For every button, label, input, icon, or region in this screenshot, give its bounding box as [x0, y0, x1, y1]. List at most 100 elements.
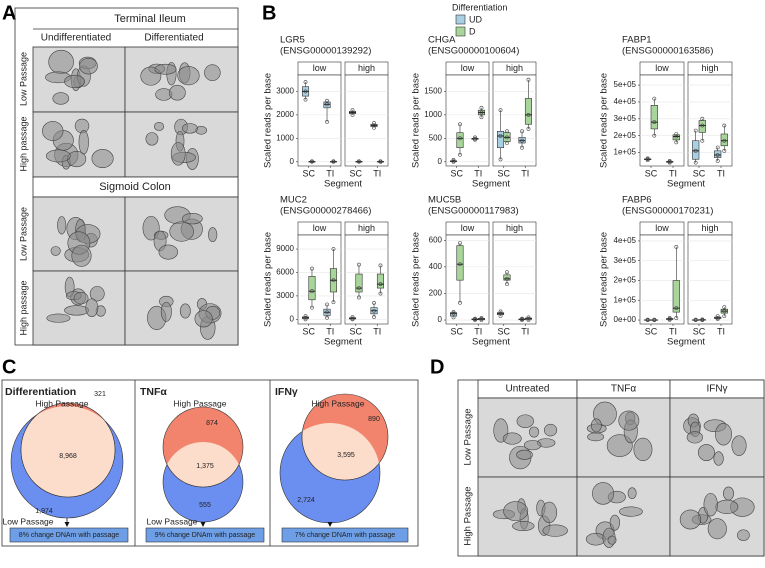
y-tick-label: 600 — [429, 235, 443, 244]
x-axis-label: Segment — [472, 179, 510, 190]
section-title: Terminal Ileum — [114, 13, 186, 25]
y-tick-label: 5e+05 — [614, 80, 637, 89]
point — [350, 316, 355, 321]
point — [715, 145, 720, 150]
point — [350, 315, 355, 319]
box — [376, 273, 384, 289]
panel-frame — [1, 379, 419, 547]
y-tick-label: 2e+05 — [614, 276, 637, 285]
box — [524, 98, 532, 125]
organoid — [154, 63, 177, 75]
organoid — [42, 121, 64, 141]
chart-subtitle: (ENSG00000100604) — [428, 46, 519, 57]
point — [652, 120, 657, 125]
count: 1,375 — [196, 463, 214, 470]
x-tick-label: TI — [474, 326, 482, 336]
chart-title: MUC2 — [280, 195, 307, 206]
chart-title: MUC5B — [428, 195, 461, 206]
point — [505, 276, 509, 281]
row-label: Low Passage — [18, 52, 28, 106]
venn-overlap — [20, 406, 116, 498]
box — [720, 133, 728, 147]
point — [722, 123, 727, 128]
point — [310, 305, 314, 310]
chart-subtitle: (ENSG00000139292) — [280, 46, 371, 57]
x-tick-label: TI — [474, 168, 482, 178]
point — [693, 317, 698, 322]
facet-label: high — [506, 223, 523, 233]
point — [372, 308, 376, 313]
panel-letter: D — [430, 356, 444, 378]
count: 1,974 — [35, 508, 53, 515]
x-tick-label: SC — [497, 168, 510, 178]
plot-panel — [445, 74, 490, 167]
set-label: Low Passage — [2, 516, 53, 526]
point — [674, 316, 679, 320]
point — [498, 108, 503, 113]
y-tick-label: 400 — [429, 262, 443, 271]
legend-label: UD — [469, 14, 482, 24]
panel-letter: B — [262, 2, 276, 24]
organoid — [587, 432, 605, 442]
box — [323, 101, 331, 109]
y-axis-label: Scaled reads per base — [411, 73, 422, 168]
x-tick-label: TI — [326, 168, 334, 178]
facet-label: high — [506, 63, 523, 73]
organoid — [177, 66, 200, 86]
point — [505, 129, 509, 134]
legend-swatch — [455, 14, 466, 25]
box — [308, 276, 316, 301]
point — [667, 316, 672, 320]
note: 9% change DNAm with passage — [155, 532, 255, 539]
point — [310, 266, 314, 271]
point — [378, 282, 383, 287]
point — [458, 241, 462, 245]
y-tick-label: 4e+05 — [614, 236, 637, 245]
point — [372, 121, 376, 125]
point — [652, 133, 657, 138]
row-label: High passage — [18, 280, 28, 335]
point — [451, 311, 456, 316]
x-tick-label: TI — [521, 168, 529, 178]
point — [674, 134, 679, 139]
point — [693, 148, 698, 153]
organoid — [64, 305, 89, 316]
organoid — [715, 499, 739, 514]
x-tick-label: TI — [373, 326, 381, 336]
point — [303, 89, 308, 94]
organoid — [713, 451, 724, 466]
point — [303, 97, 308, 102]
organoid — [516, 414, 534, 428]
chart-subtitle: (ENSG00000163586) — [622, 46, 713, 57]
box — [692, 140, 700, 160]
point — [722, 314, 727, 318]
panel-letter: C — [2, 356, 16, 378]
y-tick-label: 1e+05 — [614, 148, 637, 157]
point — [325, 310, 329, 315]
facet-label: low — [655, 223, 669, 233]
x-tick-label: TI — [717, 168, 725, 178]
point — [498, 311, 503, 316]
point — [458, 122, 462, 127]
point — [473, 316, 477, 321]
point — [479, 316, 484, 320]
y-tick-label: 1000 — [424, 110, 442, 119]
point — [505, 282, 509, 287]
y-tick-label: 1e+05 — [614, 295, 637, 304]
organoid — [523, 440, 542, 451]
note-box — [9, 527, 129, 543]
box — [672, 280, 680, 313]
organoid — [679, 509, 702, 530]
point — [372, 315, 376, 319]
organoid — [633, 437, 653, 462]
venn-title: TNFα — [140, 386, 167, 398]
organoid — [204, 64, 221, 81]
y-tick-label: 3e+05 — [614, 256, 637, 265]
organoid — [703, 492, 718, 517]
y-tick-label: 0 — [290, 314, 295, 323]
point — [498, 314, 503, 318]
point — [479, 115, 484, 120]
point — [715, 316, 720, 320]
x-tick-label: SC — [693, 326, 706, 336]
